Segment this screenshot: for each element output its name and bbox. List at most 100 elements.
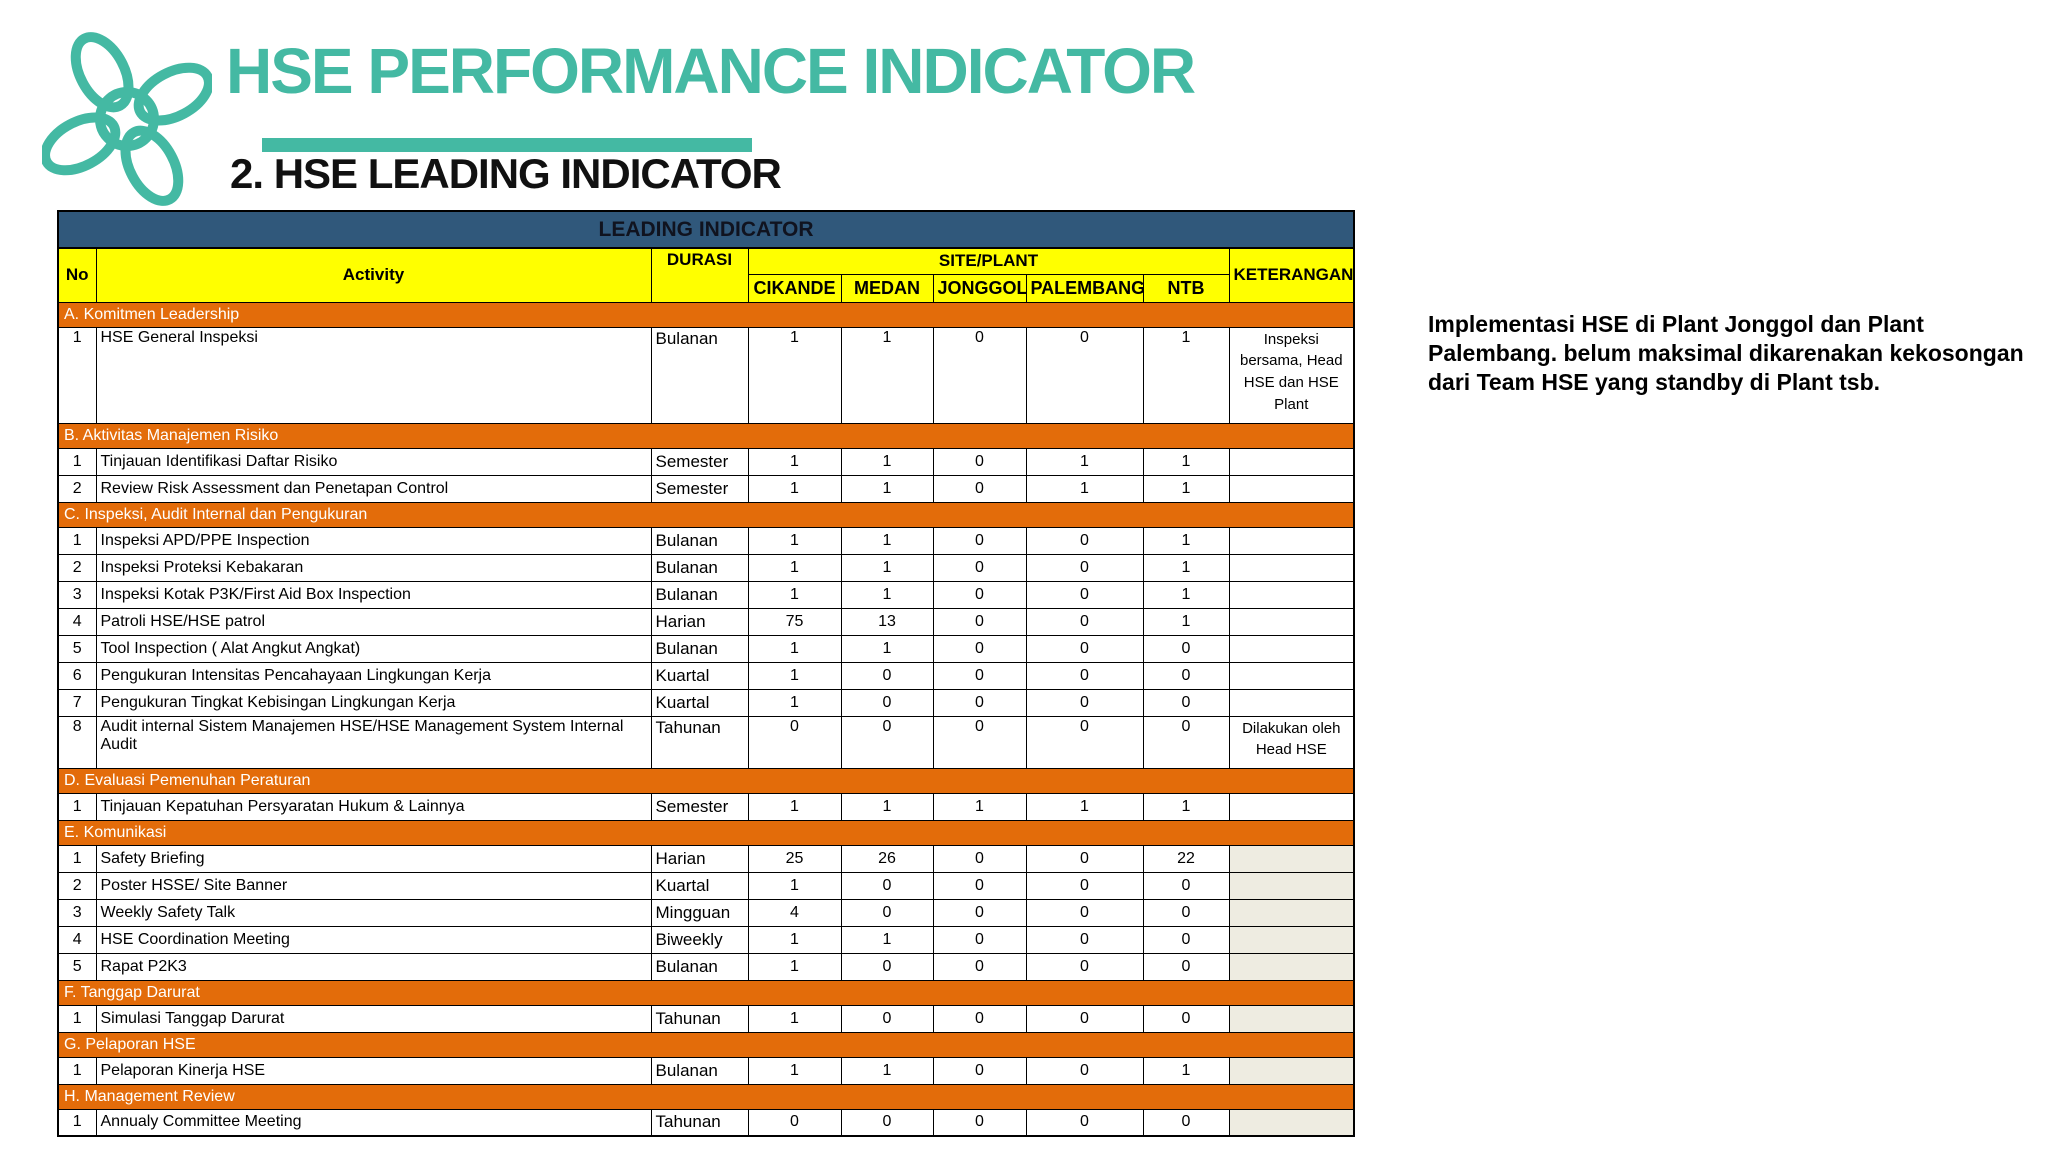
activity-cell: Audit internal Sistem Manajemen HSE/HSE … bbox=[95, 715, 652, 769]
durasi-cell: Harian bbox=[650, 607, 749, 636]
activity-cell: HSE General Inspeksi bbox=[95, 326, 652, 424]
site-value-cell-medan: 0 bbox=[840, 661, 934, 690]
table-row: 1 Simulasi Tanggap Darurat Tahunan 1 0 0 0 0 bbox=[57, 1004, 1355, 1033]
site-value-cell-palembang: 0 bbox=[1025, 952, 1144, 981]
site-value-cell-medan: 1 bbox=[840, 474, 934, 503]
site-value-cell-palembang: 0 bbox=[1025, 607, 1144, 636]
site-value-cell-medan: 1 bbox=[840, 326, 934, 424]
activity-cell: Poster HSSE/ Site Banner bbox=[95, 871, 652, 900]
table-row: 1 Safety Briefing Harian 25 26 0 0 22 bbox=[57, 844, 1355, 873]
row-number: 1 bbox=[57, 844, 97, 873]
site-value-cell-palembang: 1 bbox=[1025, 474, 1144, 503]
keterangan-cell bbox=[1228, 792, 1355, 821]
activity-cell: Review Risk Assessment dan Penetapan Con… bbox=[95, 474, 652, 503]
page-title: HSE PERFORMANCE INDICATOR bbox=[226, 35, 1196, 107]
durasi-cell: Biweekly bbox=[650, 925, 749, 954]
table-header-row-1: No Activity DURASI SITE/PLANT KETERANGAN bbox=[57, 247, 1355, 303]
site-value-cell-cikande: 4 bbox=[747, 898, 842, 927]
section-header-row: A. Komitmen Leadership bbox=[56, 301, 1356, 328]
leading-indicator-table: LEADING INDICATOR No Activity DURASI SIT… bbox=[56, 210, 1356, 1137]
keterangan-cell: Inspeksi bersama, Head HSE dan HSE Plant bbox=[1228, 326, 1355, 424]
durasi-cell: Bulanan bbox=[650, 1056, 749, 1085]
site-value-cell-medan: 0 bbox=[840, 952, 934, 981]
durasi-cell: Bulanan bbox=[650, 580, 749, 609]
durasi-cell: Harian bbox=[650, 844, 749, 873]
site-value-cell-palembang: 0 bbox=[1025, 526, 1144, 555]
col-header-activity: Activity bbox=[95, 247, 652, 303]
section-header-row: B. Aktivitas Manajemen Risiko bbox=[56, 422, 1356, 449]
flower-pinwheel-icon bbox=[40, 32, 214, 206]
keterangan-cell bbox=[1228, 898, 1355, 927]
site-value-cell-ntb: 0 bbox=[1142, 925, 1230, 954]
durasi-cell: Bulanan bbox=[650, 326, 749, 424]
site-value-cell-palembang: 0 bbox=[1025, 326, 1144, 424]
activity-cell: Pelaporan Kinerja HSE bbox=[95, 1056, 652, 1085]
site-value-cell-ntb: 1 bbox=[1142, 447, 1230, 476]
keterangan-cell bbox=[1228, 447, 1355, 476]
table-row: 2 Review Risk Assessment dan Penetapan Co… bbox=[57, 474, 1355, 503]
site-value-cell-palembang: 0 bbox=[1025, 871, 1144, 900]
site-value-cell-cikande: 1 bbox=[747, 553, 842, 582]
keterangan-cell bbox=[1228, 607, 1355, 636]
site-value-cell-medan: 13 bbox=[840, 607, 934, 636]
table-row: 4 HSE Coordination Meeting Biweekly 1 1 0 0 0 bbox=[57, 925, 1355, 954]
site-value-cell-ntb: 0 bbox=[1142, 952, 1230, 981]
site-value-cell-cikande: 1 bbox=[747, 474, 842, 503]
site-value-cell-cikande: 1 bbox=[747, 925, 842, 954]
activity-cell: Pengukuran Intensitas Pencahayaan Lingku… bbox=[95, 661, 652, 690]
col-header-medan: MEDAN bbox=[840, 273, 934, 303]
activity-cell: Inspeksi Kotak P3K/First Aid Box Inspect… bbox=[95, 580, 652, 609]
durasi-cell: Bulanan bbox=[650, 634, 749, 663]
table-row: 6 Pengukuran Intensitas Pencahayaan Lingk… bbox=[57, 661, 1355, 690]
row-number: 8 bbox=[57, 715, 97, 769]
section-label: G. Pelaporan HSE bbox=[56, 1031, 1356, 1058]
keterangan-cell bbox=[1228, 661, 1355, 690]
site-value-cell-jonggol: 0 bbox=[932, 634, 1027, 663]
col-header-keterangan: KETERANGAN bbox=[1228, 247, 1355, 303]
site-value-cell-medan: 0 bbox=[840, 898, 934, 927]
keterangan-cell bbox=[1228, 580, 1355, 609]
site-value-cell-ntb: 0 bbox=[1142, 1108, 1230, 1137]
table-title-row: LEADING INDICATOR bbox=[56, 210, 1356, 249]
site-value-cell-ntb: 0 bbox=[1142, 1004, 1230, 1033]
site-value-cell-cikande: 1 bbox=[747, 447, 842, 476]
keterangan-cell bbox=[1228, 871, 1355, 900]
site-value-cell-palembang: 0 bbox=[1025, 844, 1144, 873]
site-value-cell-jonggol: 0 bbox=[932, 1108, 1027, 1137]
note-text: Implementasi HSE di Plant Jonggol dan Pl… bbox=[1428, 311, 2024, 395]
col-header-cikande: CIKANDE bbox=[747, 273, 842, 303]
section-header-row: C. Inspeksi, Audit Internal dan Pengukur… bbox=[56, 501, 1356, 528]
activity-cell: HSE Coordination Meeting bbox=[95, 925, 652, 954]
row-number: 5 bbox=[57, 634, 97, 663]
col-header-site-plant: SITE/PLANT bbox=[747, 247, 1230, 275]
col-header-ntb: NTB bbox=[1142, 273, 1230, 303]
site-value-cell-cikande: 1 bbox=[747, 1056, 842, 1085]
keterangan-cell bbox=[1228, 1004, 1355, 1033]
site-value-cell-ntb: 1 bbox=[1142, 526, 1230, 555]
row-number: 2 bbox=[57, 871, 97, 900]
section-label: H. Management Review bbox=[56, 1083, 1356, 1110]
site-value-cell-jonggol: 0 bbox=[932, 925, 1027, 954]
site-value-cell-medan: 1 bbox=[840, 925, 934, 954]
table-row: 3 Inspeksi Kotak P3K/First Aid Box Inspec… bbox=[57, 580, 1355, 609]
site-value-cell-palembang: 0 bbox=[1025, 580, 1144, 609]
site-value-cell-ntb: 1 bbox=[1142, 553, 1230, 582]
row-number: 1 bbox=[57, 326, 97, 424]
keterangan-cell: Dilakukan oleh Head HSE bbox=[1228, 715, 1355, 769]
site-value-cell-palembang: 1 bbox=[1025, 447, 1144, 476]
table-row: 3 Weekly Safety Talk Mingguan 4 0 0 0 0 bbox=[57, 898, 1355, 927]
site-value-cell-jonggol: 0 bbox=[932, 688, 1027, 717]
site-value-cell-palembang: 0 bbox=[1025, 553, 1144, 582]
row-number: 6 bbox=[57, 661, 97, 690]
site-value-cell-jonggol: 0 bbox=[932, 553, 1027, 582]
row-number: 1 bbox=[57, 1004, 97, 1033]
site-value-cell-cikande: 1 bbox=[747, 688, 842, 717]
durasi-cell: Bulanan bbox=[650, 553, 749, 582]
site-value-cell-palembang: 0 bbox=[1025, 898, 1144, 927]
site-value-cell-palembang: 1 bbox=[1025, 792, 1144, 821]
activity-cell: Pengukuran Tingkat Kebisingan Lingkungan… bbox=[95, 688, 652, 717]
activity-cell: Rapat P2K3 bbox=[95, 952, 652, 981]
section-header-row: G. Pelaporan HSE bbox=[56, 1031, 1356, 1058]
row-number: 7 bbox=[57, 688, 97, 717]
site-value-cell-medan: 26 bbox=[840, 844, 934, 873]
